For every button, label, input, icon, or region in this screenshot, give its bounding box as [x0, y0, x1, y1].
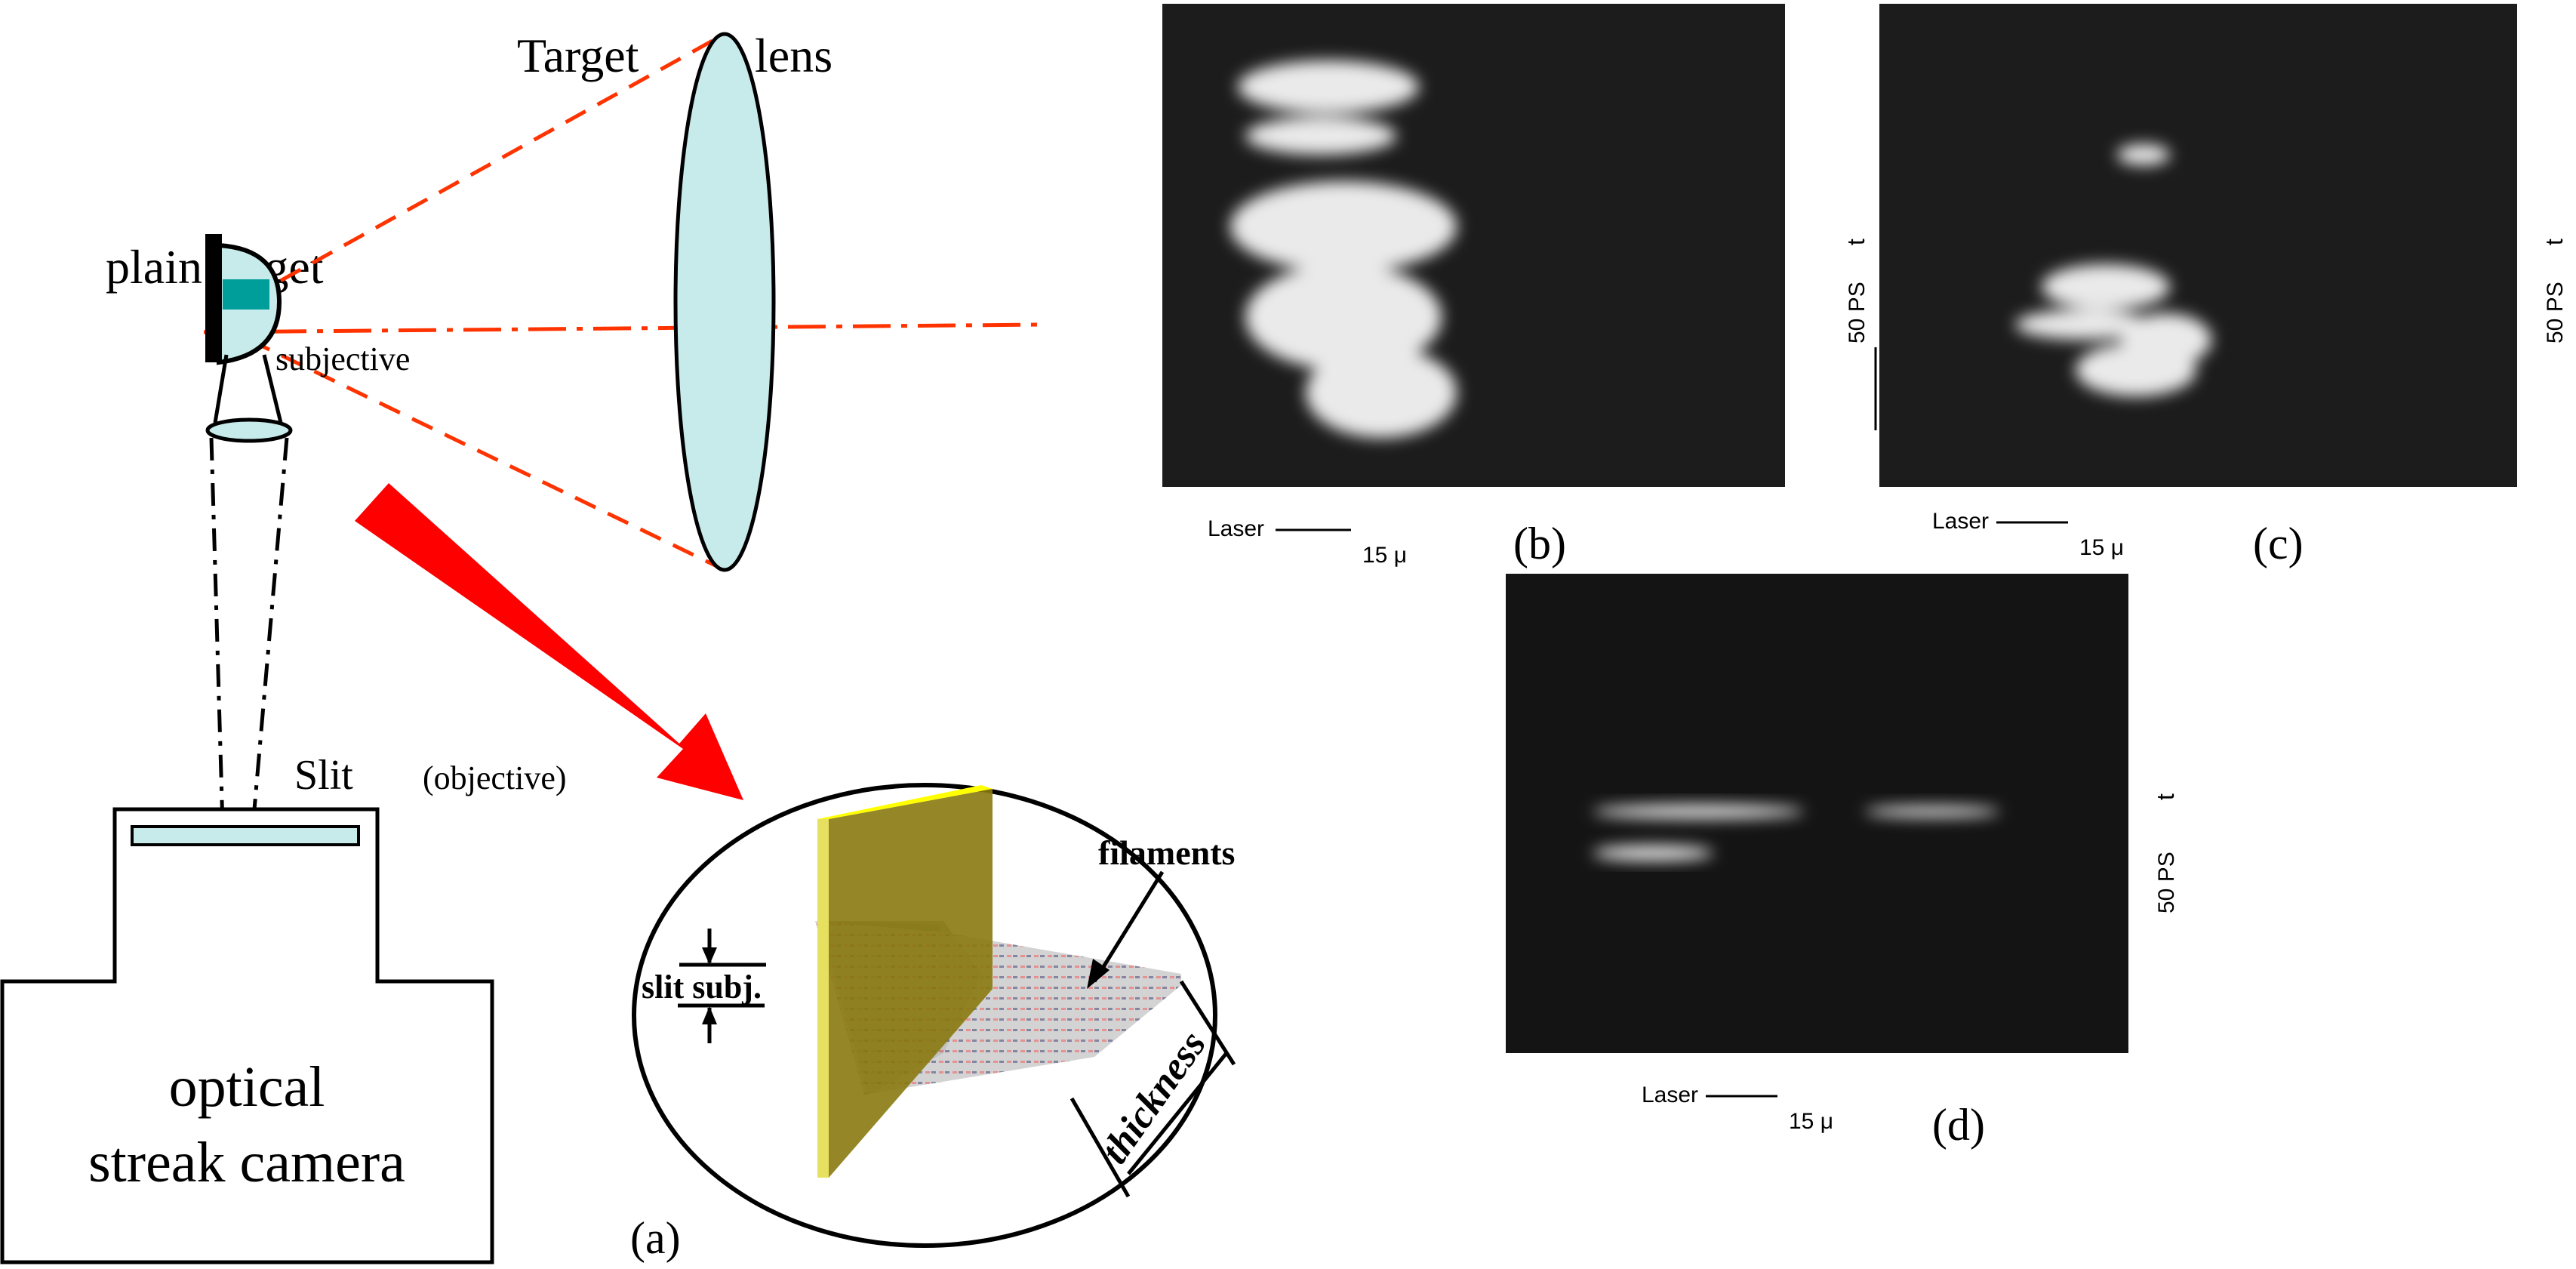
imaging-ray-right [251, 437, 289, 827]
beam-lower [248, 337, 726, 572]
camera-label-line1: optical [169, 1055, 325, 1119]
laser-label-c: Laser [1932, 509, 1989, 534]
scale-label-b: 15 μ [1362, 543, 1407, 568]
filaments-label: filaments [1098, 833, 1235, 872]
time-label-c: t [2541, 239, 2568, 245]
panel-c-label: (c) [2253, 519, 2304, 568]
time-scale-label-c: 50 PS [2543, 282, 2568, 343]
scale-label-d: 15 μ [1789, 1109, 1833, 1134]
beam-upper [248, 32, 726, 300]
slit-label: Slit [294, 752, 353, 799]
panel-d-label: (d) [1932, 1100, 1985, 1150]
filaments-arrow-icon [1087, 959, 1109, 989]
filament-inset: filaments slit subj. thickness [632, 783, 1236, 1248]
imaging-ray-left [209, 437, 225, 827]
panel-a-label: (a) [630, 1213, 681, 1263]
panel-b-label: (b) [1513, 519, 1566, 568]
imaging-lens [205, 417, 293, 443]
camera-label-line2: streak camera [88, 1131, 405, 1194]
streak-photo-c: Laser 15 μ (c) t 50 PS [1879, 4, 2568, 568]
streak-camera [0, 807, 494, 1264]
camera-slit [131, 825, 360, 846]
optical-setup: Target lens plain target subjective Slit… [0, 29, 1042, 1264]
laser-label-d: Laser [1642, 1083, 1698, 1107]
slit-arrow-up-icon [702, 1006, 717, 1024]
thickness-arrow-icon [1127, 1052, 1228, 1175]
streak-photo-d: Laser 15 μ (d) t 50 PS [1506, 574, 2179, 1150]
zoom-arrow-icon [355, 483, 743, 800]
target-label: Target [517, 29, 639, 82]
scale-label-c: 15 μ [2079, 535, 2124, 560]
subjective-label: subjective [275, 340, 410, 377]
laser-label-b: Laser [1208, 516, 1264, 541]
yellow-target-plate [817, 819, 829, 1178]
streak-photo-b: Laser 15 μ (b) t 50 PS [1162, 4, 1877, 568]
time-label-d: t [2152, 793, 2179, 800]
beam-axis [203, 322, 1042, 334]
slit-subj-label: slit subj. [642, 969, 762, 1006]
objective-label: (objective) [423, 759, 567, 796]
lens-label: lens [755, 29, 833, 82]
plain-target [205, 234, 282, 365]
slit-arrow-down-icon [702, 947, 717, 965]
time-scale-label-d: 50 PS [2154, 852, 2179, 913]
time-scale-label-b: 50 PS [1845, 282, 1870, 343]
time-label-b: t [1842, 239, 1870, 245]
focusing-lens [673, 32, 776, 572]
